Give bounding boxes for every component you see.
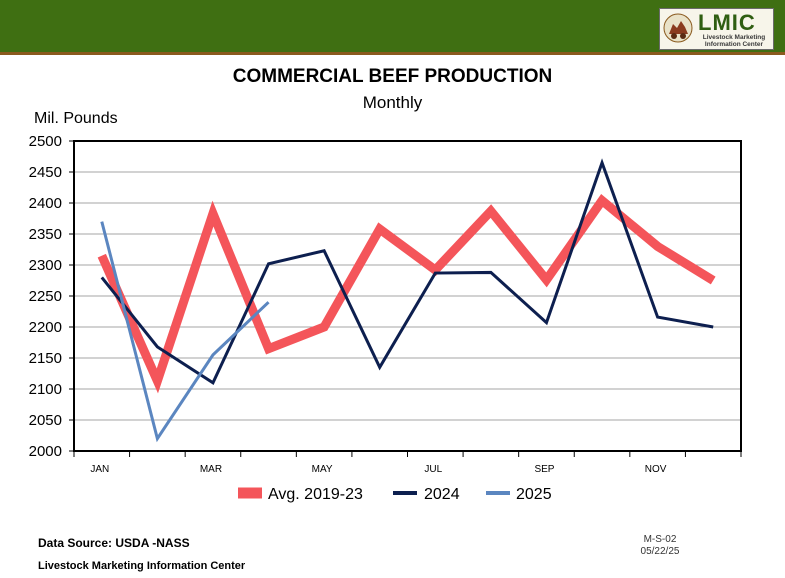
chart-code-id: M-S-02 [643, 534, 677, 545]
organization-name: Livestock Marketing Information Center [38, 560, 246, 572]
y-tick-label: 2500 [29, 133, 62, 150]
x-tick-label: JUL [424, 464, 442, 475]
lmic-logo: LMIC Livestock Marketing Information Cen… [659, 8, 774, 50]
legend-label-1: 2024 [424, 486, 460, 503]
legend-label-2: 2025 [516, 486, 552, 503]
series-line-1 [100, 158, 714, 385]
y-tick-label: 2400 [29, 195, 62, 212]
y-tick-label: 2100 [29, 381, 62, 398]
y-tick-labels: 2000 2050 2100 2150 2200 2250 2300 2350 2400 2450… [29, 133, 74, 460]
series-line-2 [100, 221, 270, 443]
chart-title: COMMERCIAL BEEF PRODUCTION [232, 66, 553, 87]
x-tick-label: NOV [645, 464, 667, 475]
chart-date: 05/22/25 [640, 546, 680, 557]
logo-text: LMIC [698, 10, 756, 35]
y-tick-label: 2000 [29, 443, 62, 460]
logo-subtitle: Livestock Marketing Information Center [702, 34, 766, 48]
legend-label-0: Avg. 2019-23 [268, 486, 363, 503]
y-tick-label: 2200 [29, 319, 62, 336]
series-line-0 [97, 193, 716, 394]
x-tick-labels: JAN MAR MAY JUL SEP NOV [73, 451, 742, 475]
header-banner: LMIC Livestock Marketing Information Cen… [0, 0, 785, 55]
y-tick-label: 2350 [29, 226, 62, 243]
y-tick-label: 2250 [29, 288, 62, 305]
y-tick-label: 2050 [29, 412, 62, 429]
livestock-emblem-icon [663, 13, 693, 43]
y-tick-label: 2450 [29, 164, 62, 181]
x-tick-label: JAN [90, 464, 109, 475]
data-source: Data Source: USDA -NASS [38, 536, 190, 550]
y-axis-label: Mil. Pounds [34, 110, 118, 127]
chart-grid [74, 171, 741, 421]
x-tick-label: MAY [312, 464, 333, 475]
y-tick-label: 2300 [29, 257, 62, 274]
chart-code: M-S-02 05/22/25 [630, 534, 690, 558]
legend: Avg. 2019-23 2024 2025 [238, 486, 552, 503]
x-tick-label: MAR [200, 464, 222, 475]
y-tick-label: 2150 [29, 350, 62, 367]
x-tick-label: SEP [534, 464, 554, 475]
chart-subtitle: Monthly [362, 93, 423, 112]
series-lines [97, 158, 716, 443]
